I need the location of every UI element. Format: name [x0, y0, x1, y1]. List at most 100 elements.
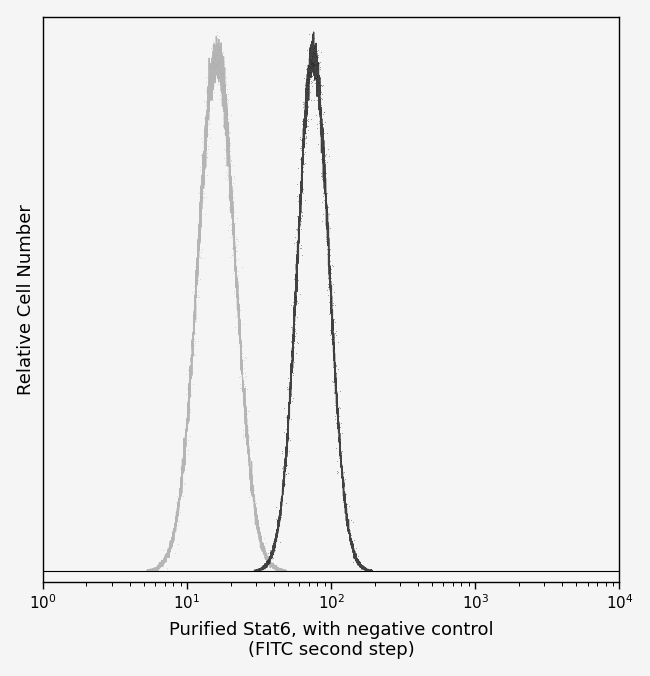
Point — [294, 289, 305, 299]
Point — [312, 60, 322, 71]
Point — [305, 73, 315, 84]
Point — [292, 212, 303, 223]
Point — [207, 80, 217, 91]
Point — [307, 61, 317, 72]
Point — [293, 240, 304, 251]
Point — [207, 39, 218, 50]
Point — [308, 60, 318, 71]
Point — [293, 227, 304, 238]
Point — [276, 512, 286, 523]
Point — [244, 486, 255, 497]
Point — [304, 56, 314, 67]
Point — [300, 79, 310, 90]
Point — [344, 500, 354, 511]
Point — [213, 42, 224, 53]
Point — [303, 77, 313, 88]
Point — [231, 213, 242, 224]
Point — [291, 245, 302, 256]
Point — [213, 45, 224, 56]
Point — [223, 95, 233, 105]
Point — [237, 352, 247, 362]
Point — [292, 272, 302, 283]
Point — [307, 51, 318, 62]
Point — [194, 162, 205, 172]
Point — [205, 75, 216, 86]
Point — [270, 545, 280, 556]
Point — [221, 72, 231, 82]
Point — [268, 566, 278, 577]
Point — [233, 297, 244, 308]
Point — [308, 48, 318, 59]
Point — [209, 57, 219, 68]
Point — [229, 172, 239, 183]
Point — [231, 233, 241, 244]
Point — [281, 410, 292, 420]
Point — [219, 116, 229, 126]
Point — [207, 84, 218, 95]
Point — [277, 463, 287, 474]
Point — [328, 376, 339, 387]
Point — [222, 147, 233, 158]
Point — [208, 57, 218, 68]
Point — [216, 82, 227, 93]
Point — [297, 249, 307, 260]
Point — [324, 238, 335, 249]
Point — [229, 288, 239, 299]
Point — [304, 80, 315, 91]
Point — [199, 124, 209, 135]
Point — [240, 429, 251, 439]
Point — [226, 172, 236, 183]
Point — [310, 59, 320, 70]
Point — [199, 252, 209, 263]
Point — [207, 95, 218, 105]
Point — [302, 59, 313, 70]
Point — [215, 90, 226, 101]
Point — [229, 206, 240, 217]
Point — [218, 56, 229, 67]
Point — [313, 78, 323, 89]
Point — [170, 516, 180, 527]
Point — [318, 187, 328, 198]
Point — [329, 287, 339, 298]
Point — [209, 71, 219, 82]
Point — [188, 349, 199, 360]
Point — [275, 497, 285, 508]
Point — [225, 137, 235, 148]
Point — [218, 70, 228, 81]
Point — [298, 166, 308, 176]
Point — [213, 44, 223, 55]
Point — [229, 243, 240, 254]
Point — [302, 73, 313, 84]
Point — [202, 76, 212, 87]
Point — [311, 45, 322, 56]
Point — [231, 304, 242, 314]
Point — [296, 135, 306, 145]
Point — [176, 464, 187, 475]
Point — [332, 364, 343, 375]
Point — [277, 445, 287, 456]
Point — [205, 78, 215, 89]
Point — [202, 96, 212, 107]
Point — [216, 68, 227, 79]
Point — [292, 338, 303, 349]
Point — [171, 497, 181, 508]
Point — [309, 43, 319, 53]
Point — [218, 84, 228, 95]
Point — [319, 195, 330, 206]
Point — [315, 87, 326, 98]
Point — [309, 95, 320, 105]
Point — [306, 70, 317, 80]
Point — [209, 60, 219, 71]
Point — [213, 60, 224, 71]
Point — [331, 382, 341, 393]
Point — [272, 529, 283, 540]
Point — [292, 191, 302, 201]
Point — [212, 29, 222, 40]
Point — [214, 64, 225, 75]
Point — [302, 45, 312, 55]
Point — [209, 57, 219, 68]
Point — [298, 187, 308, 198]
Point — [324, 241, 334, 252]
Point — [308, 67, 318, 78]
Point — [188, 326, 198, 337]
